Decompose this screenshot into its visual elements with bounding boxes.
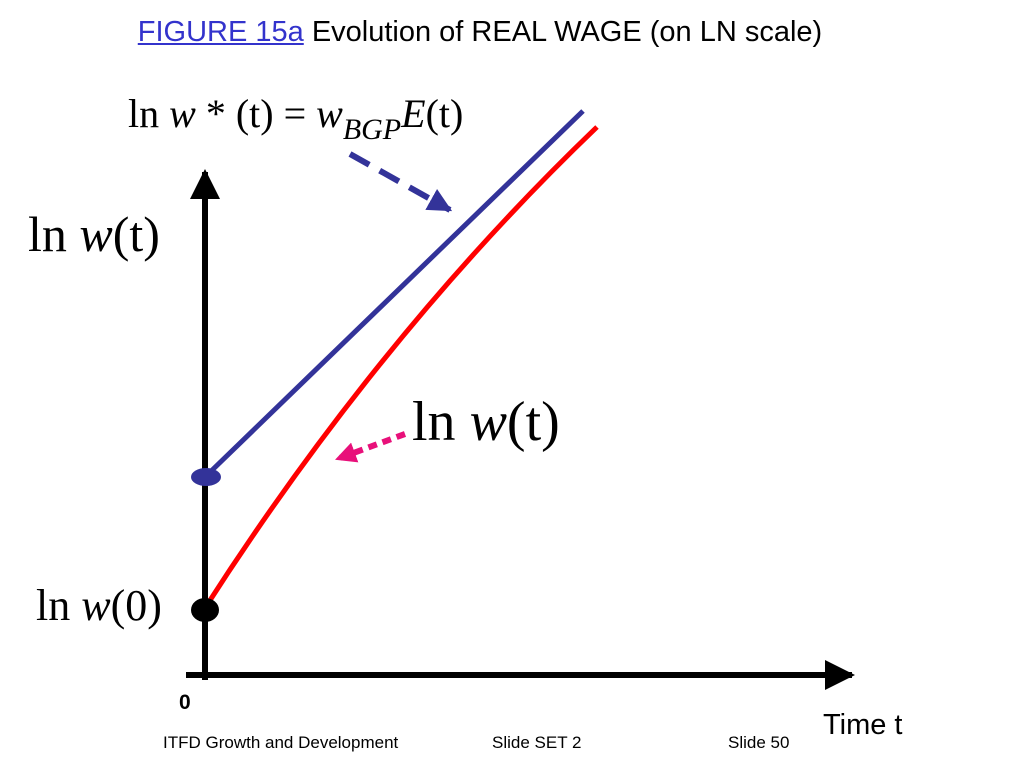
bgp-equation: ln w * (t) = wBGPE(t) <box>128 91 463 146</box>
curve-pointer-arrow <box>335 431 407 463</box>
origin-label-arg: (0) <box>111 581 162 630</box>
bgp-eq-w-star: w <box>169 91 196 136</box>
origin-label-w: w <box>81 581 111 630</box>
y-label-w: w <box>79 206 112 262</box>
figure-link[interactable]: FIGURE 15a <box>137 16 304 48</box>
origin-marker <box>191 598 219 622</box>
curve-label: ln w(t) <box>412 391 560 453</box>
bgp-path-line <box>203 109 585 479</box>
slide-title: FIGURE 15a Evolution of REAL WAGE (on LN… <box>0 16 960 49</box>
curve-label-arg: (t) <box>507 391 560 453</box>
curve-label-w: w <box>470 391 507 453</box>
bgp-start-marker <box>191 468 221 486</box>
actual-wage-curve <box>202 125 599 610</box>
y-axis-label: ln w(t) <box>28 206 160 262</box>
bgp-pointer-arrow <box>348 151 453 213</box>
title-caption: Evolution of REAL WAGE (on LN scale) <box>303 16 823 48</box>
bgp-eq-star-t: * (t) = <box>206 91 306 136</box>
origin-value-label: ln w(0) <box>36 581 162 630</box>
bgp-eq-close: (t) <box>426 91 464 136</box>
bgp-eq-subscript: BGP <box>343 113 401 146</box>
bgp-eq-ln: ln <box>128 91 159 136</box>
footer-course: ITFD Growth and Development <box>163 733 399 752</box>
y-label-ln: ln <box>28 206 67 262</box>
origin-zero-label: 0 <box>179 691 191 714</box>
bgp-eq-w: w <box>316 91 343 136</box>
footer-set: Slide SET 2 <box>492 733 582 752</box>
footer-slide-number: Slide 50 <box>728 733 790 752</box>
origin-label-ln: ln <box>36 581 70 630</box>
curve-label-ln: ln <box>412 391 456 453</box>
y-label-arg: (t) <box>113 206 160 262</box>
x-axis-label: Time t <box>823 709 902 741</box>
bgp-eq-E: E <box>400 91 425 136</box>
